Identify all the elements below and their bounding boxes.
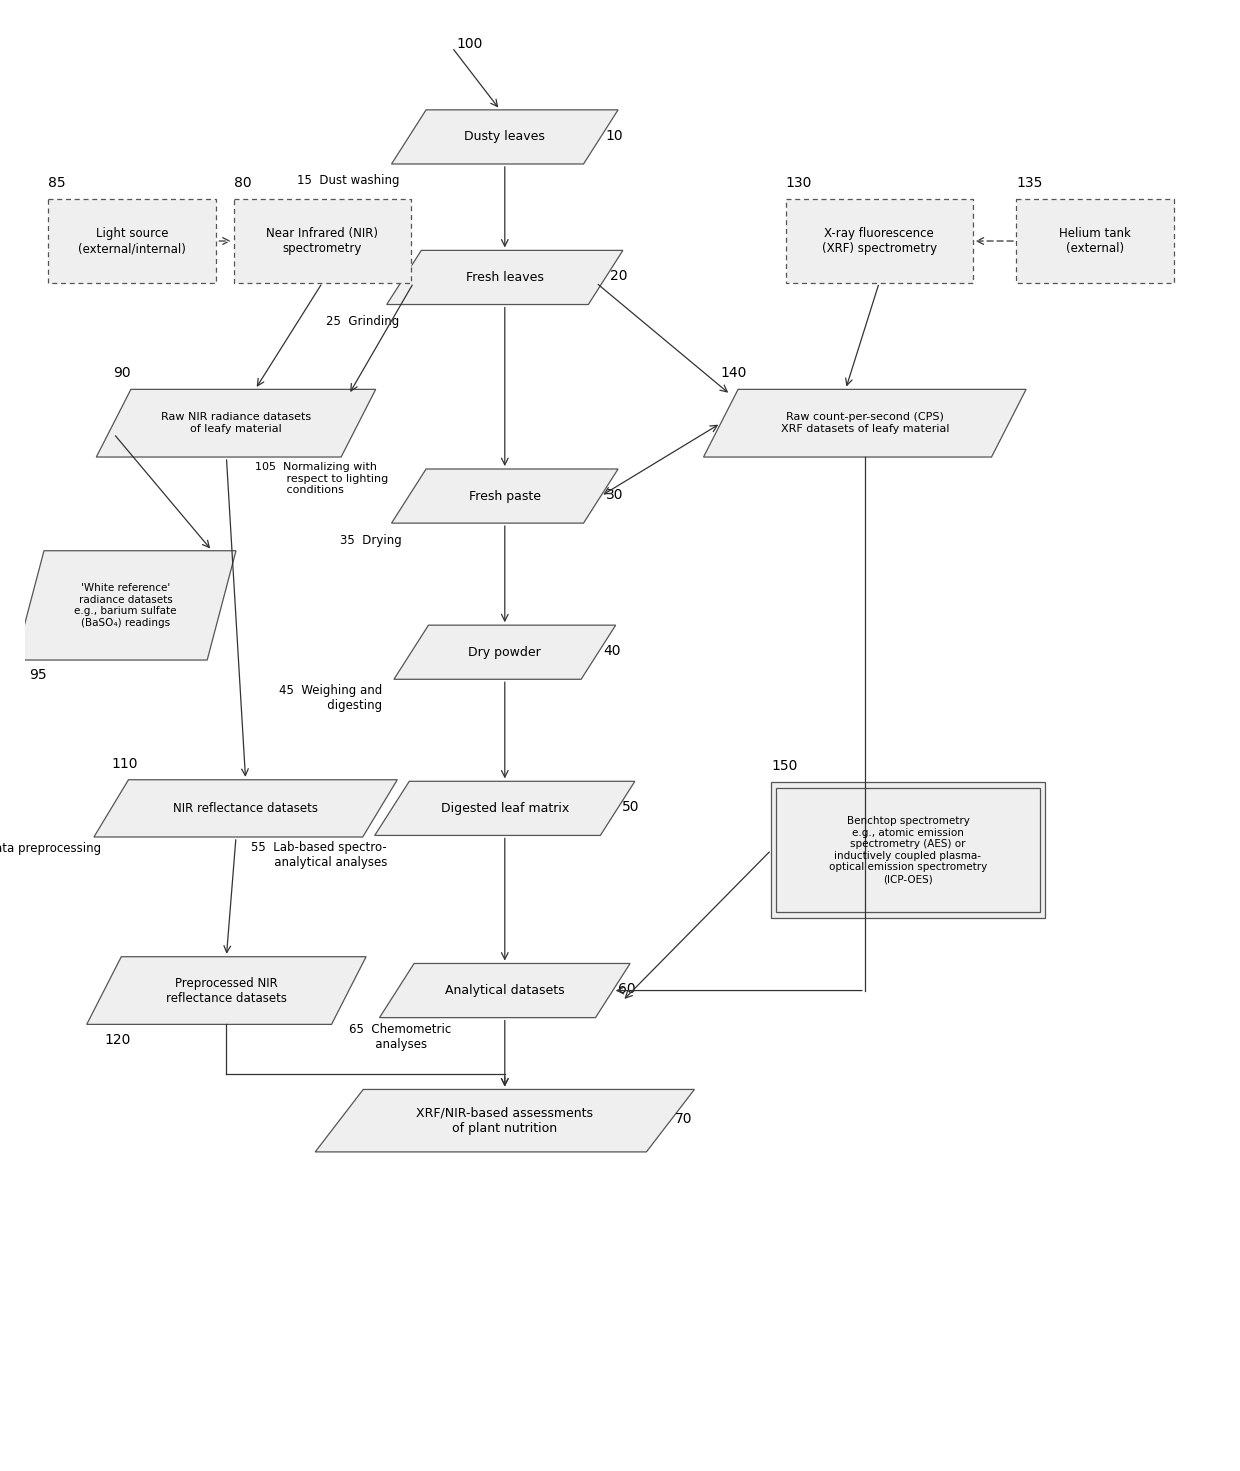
Bar: [48, 200, 216, 282]
Text: 60: 60: [618, 983, 635, 996]
Polygon shape: [379, 964, 630, 1018]
Text: Analytical datasets: Analytical datasets: [445, 984, 564, 997]
Text: 15  Dust washing: 15 Dust washing: [296, 175, 399, 187]
Text: 120: 120: [104, 1033, 130, 1047]
Text: 20: 20: [610, 269, 627, 282]
Text: Preprocessed NIR
reflectance datasets: Preprocessed NIR reflectance datasets: [166, 977, 286, 1005]
Text: 30: 30: [605, 488, 624, 502]
Text: 40: 40: [603, 644, 621, 658]
Text: 95: 95: [30, 668, 47, 683]
Text: 'White reference'
radiance datasets
e.g., barium sulfate
(BaSO₄) readings: 'White reference' radiance datasets e.g.…: [74, 583, 177, 628]
Text: Light source
(external/internal): Light source (external/internal): [78, 227, 186, 254]
Text: 115  Data preprocessing: 115 Data preprocessing: [0, 843, 102, 855]
Text: XRF/NIR-based assessments
of plant nutrition: XRF/NIR-based assessments of plant nutri…: [417, 1106, 593, 1134]
Bar: [233, 200, 412, 282]
Polygon shape: [392, 469, 618, 524]
Text: Digested leaf matrix: Digested leaf matrix: [440, 802, 569, 815]
Text: 80: 80: [233, 177, 252, 190]
Text: 10: 10: [605, 128, 624, 143]
Polygon shape: [94, 780, 397, 837]
Polygon shape: [315, 1090, 694, 1152]
Polygon shape: [374, 781, 635, 836]
Polygon shape: [387, 250, 622, 304]
Text: NIR reflectance datasets: NIR reflectance datasets: [174, 802, 319, 815]
Bar: [771, 783, 1045, 918]
Polygon shape: [394, 625, 616, 680]
Text: 35  Drying: 35 Drying: [340, 534, 402, 547]
Text: Near Infrared (NIR)
spectrometry: Near Infrared (NIR) spectrometry: [267, 227, 378, 254]
Text: 70: 70: [676, 1112, 693, 1127]
Text: Fresh paste: Fresh paste: [469, 490, 541, 503]
Text: 25  Grinding: 25 Grinding: [326, 315, 399, 328]
Text: X-ray fluorescence
(XRF) spectrometry: X-ray fluorescence (XRF) spectrometry: [822, 227, 936, 254]
Text: Dry powder: Dry powder: [469, 646, 541, 659]
Text: 85: 85: [48, 177, 66, 190]
Polygon shape: [87, 956, 366, 1024]
Text: 150: 150: [771, 759, 797, 774]
Text: Raw count-per-second (CPS)
XRF datasets of leafy material: Raw count-per-second (CPS) XRF datasets …: [780, 412, 949, 434]
Polygon shape: [15, 550, 236, 660]
Bar: [786, 200, 973, 282]
Text: 110: 110: [112, 758, 138, 771]
Text: 140: 140: [720, 366, 748, 381]
Text: 100: 100: [456, 37, 484, 51]
Text: Helium tank
(external): Helium tank (external): [1059, 227, 1131, 254]
Bar: [1016, 200, 1174, 282]
Text: 90: 90: [114, 366, 131, 381]
Text: Fresh leaves: Fresh leaves: [466, 271, 543, 284]
Text: 50: 50: [622, 800, 640, 813]
Text: 130: 130: [786, 177, 812, 190]
Text: 105  Normalizing with
         respect to lighting
         conditions: 105 Normalizing with respect to lighting…: [255, 462, 388, 496]
Polygon shape: [703, 390, 1025, 457]
Text: 135: 135: [1016, 177, 1043, 190]
Text: 65  Chemometric
       analyses: 65 Chemometric analyses: [348, 1022, 451, 1050]
Polygon shape: [392, 110, 618, 163]
Text: Raw NIR radiance datasets
of leafy material: Raw NIR radiance datasets of leafy mater…: [161, 412, 311, 434]
Text: Benchtop spectrometry
e.g., atomic emission
spectrometry (AES) or
inductively co: Benchtop spectrometry e.g., atomic emiss…: [828, 816, 987, 884]
Text: Dusty leaves: Dusty leaves: [464, 131, 546, 143]
Bar: [776, 787, 1040, 912]
Text: 55  Lab-based spectro-
       analytical analyses: 55 Lab-based spectro- analytical analyse…: [248, 840, 387, 869]
Polygon shape: [97, 390, 376, 457]
Text: 45  Weighing and
       digesting: 45 Weighing and digesting: [279, 684, 382, 712]
